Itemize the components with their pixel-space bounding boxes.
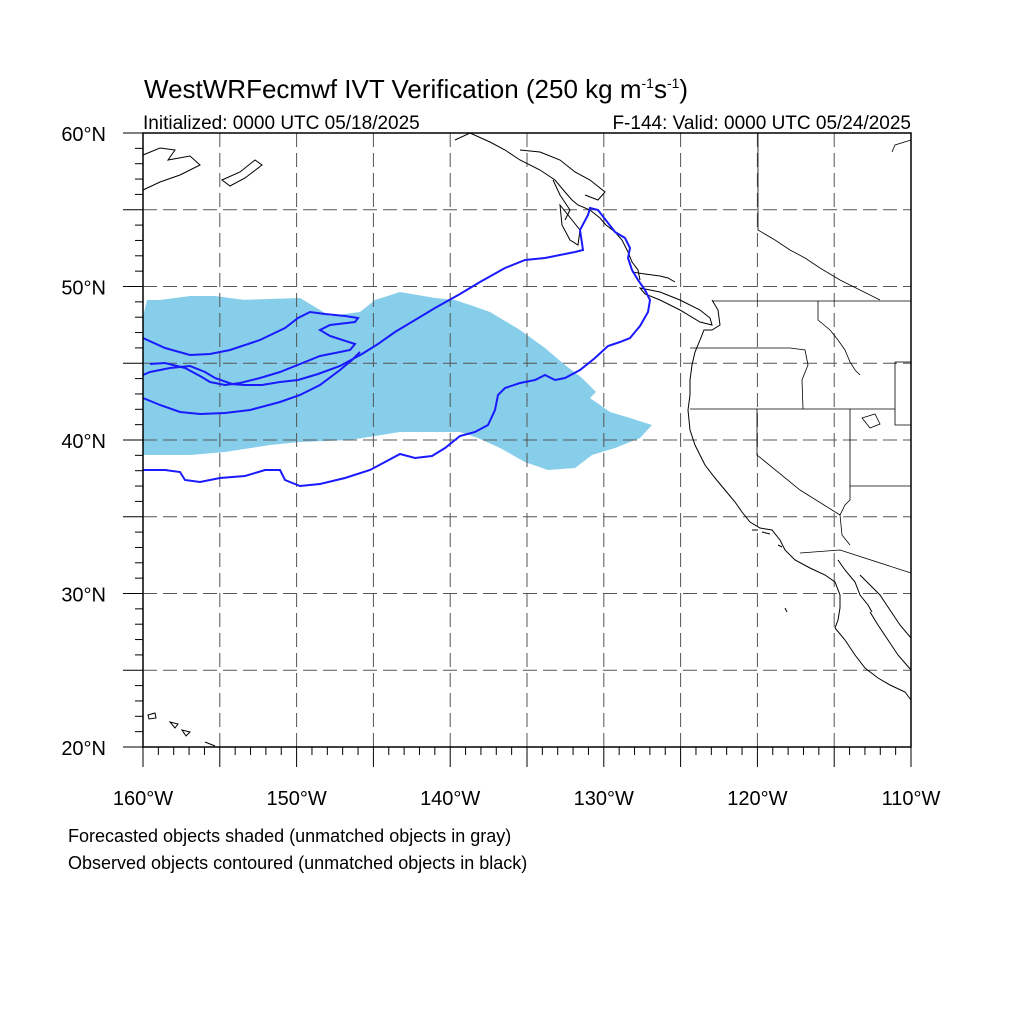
initialized-label: Initialized: 0000 UTC 05/18/2025 (143, 113, 420, 134)
coastline (784, 607, 788, 613)
coastline (605, 224, 641, 281)
political-border (757, 133, 881, 301)
coastlines (142, 132, 912, 747)
coastline (559, 203, 581, 246)
coastline (454, 132, 607, 226)
coastline (519, 149, 606, 201)
forecast-shaded-object (143, 292, 652, 470)
political-border (756, 409, 841, 516)
forecast-objects (143, 292, 652, 470)
map-frame (123, 132, 912, 767)
coastline (168, 721, 179, 729)
observed-contour (142, 351, 361, 416)
coastline (761, 531, 771, 535)
coastline (834, 627, 912, 701)
forecast-note: Forecasted objects shaded (unmatched obj… (68, 826, 512, 846)
political-border (839, 409, 851, 546)
lon-label: 140°W (420, 788, 480, 810)
observed-contour (142, 310, 360, 387)
observed-contour (142, 364, 233, 385)
political-border (861, 413, 881, 429)
coastline (777, 544, 783, 548)
coastline (869, 611, 912, 671)
coastline (859, 574, 912, 639)
observed-note: Observed objects contoured (unmatched ob… (68, 853, 528, 873)
lat-label: 60°N (61, 124, 106, 146)
valid-label: F-144: Valid: 0000 UTC 05/24/2025 (612, 113, 911, 134)
forecast-shaded-object (160, 296, 260, 318)
coastline (180, 729, 191, 737)
lon-label: 130°W (574, 788, 634, 810)
figure-title: WestWRFecmwf IVT Verification (250 kg m-… (144, 74, 688, 104)
political-border (891, 139, 912, 153)
coastline (147, 712, 157, 720)
lon-label: 110°W (882, 788, 941, 810)
political-border (799, 549, 912, 574)
axis-labels: 160°W 150°W 140°W 130°W 120°W 110°W 60°N 50°N 40… (61, 124, 940, 810)
lat-label: 40°N (61, 431, 106, 453)
observed-contours (142, 206, 652, 488)
coastline (142, 147, 201, 191)
lat-label: 30°N (61, 585, 106, 607)
lon-label: 150°W (266, 788, 326, 810)
observed-contour (143, 206, 652, 488)
lon-label: 120°W (727, 788, 787, 810)
lat-label: 50°N (61, 278, 106, 300)
coastline (221, 159, 263, 187)
coastline (687, 299, 841, 629)
lat-label: 20°N (61, 738, 106, 760)
political-border (894, 362, 911, 426)
coastline (638, 287, 713, 326)
coastline (837, 559, 873, 613)
political-border (690, 347, 809, 410)
coastline (204, 741, 216, 747)
lon-label: 160°W (113, 788, 173, 810)
graticule (143, 133, 911, 747)
political-border (817, 301, 861, 376)
coastline (631, 271, 676, 283)
